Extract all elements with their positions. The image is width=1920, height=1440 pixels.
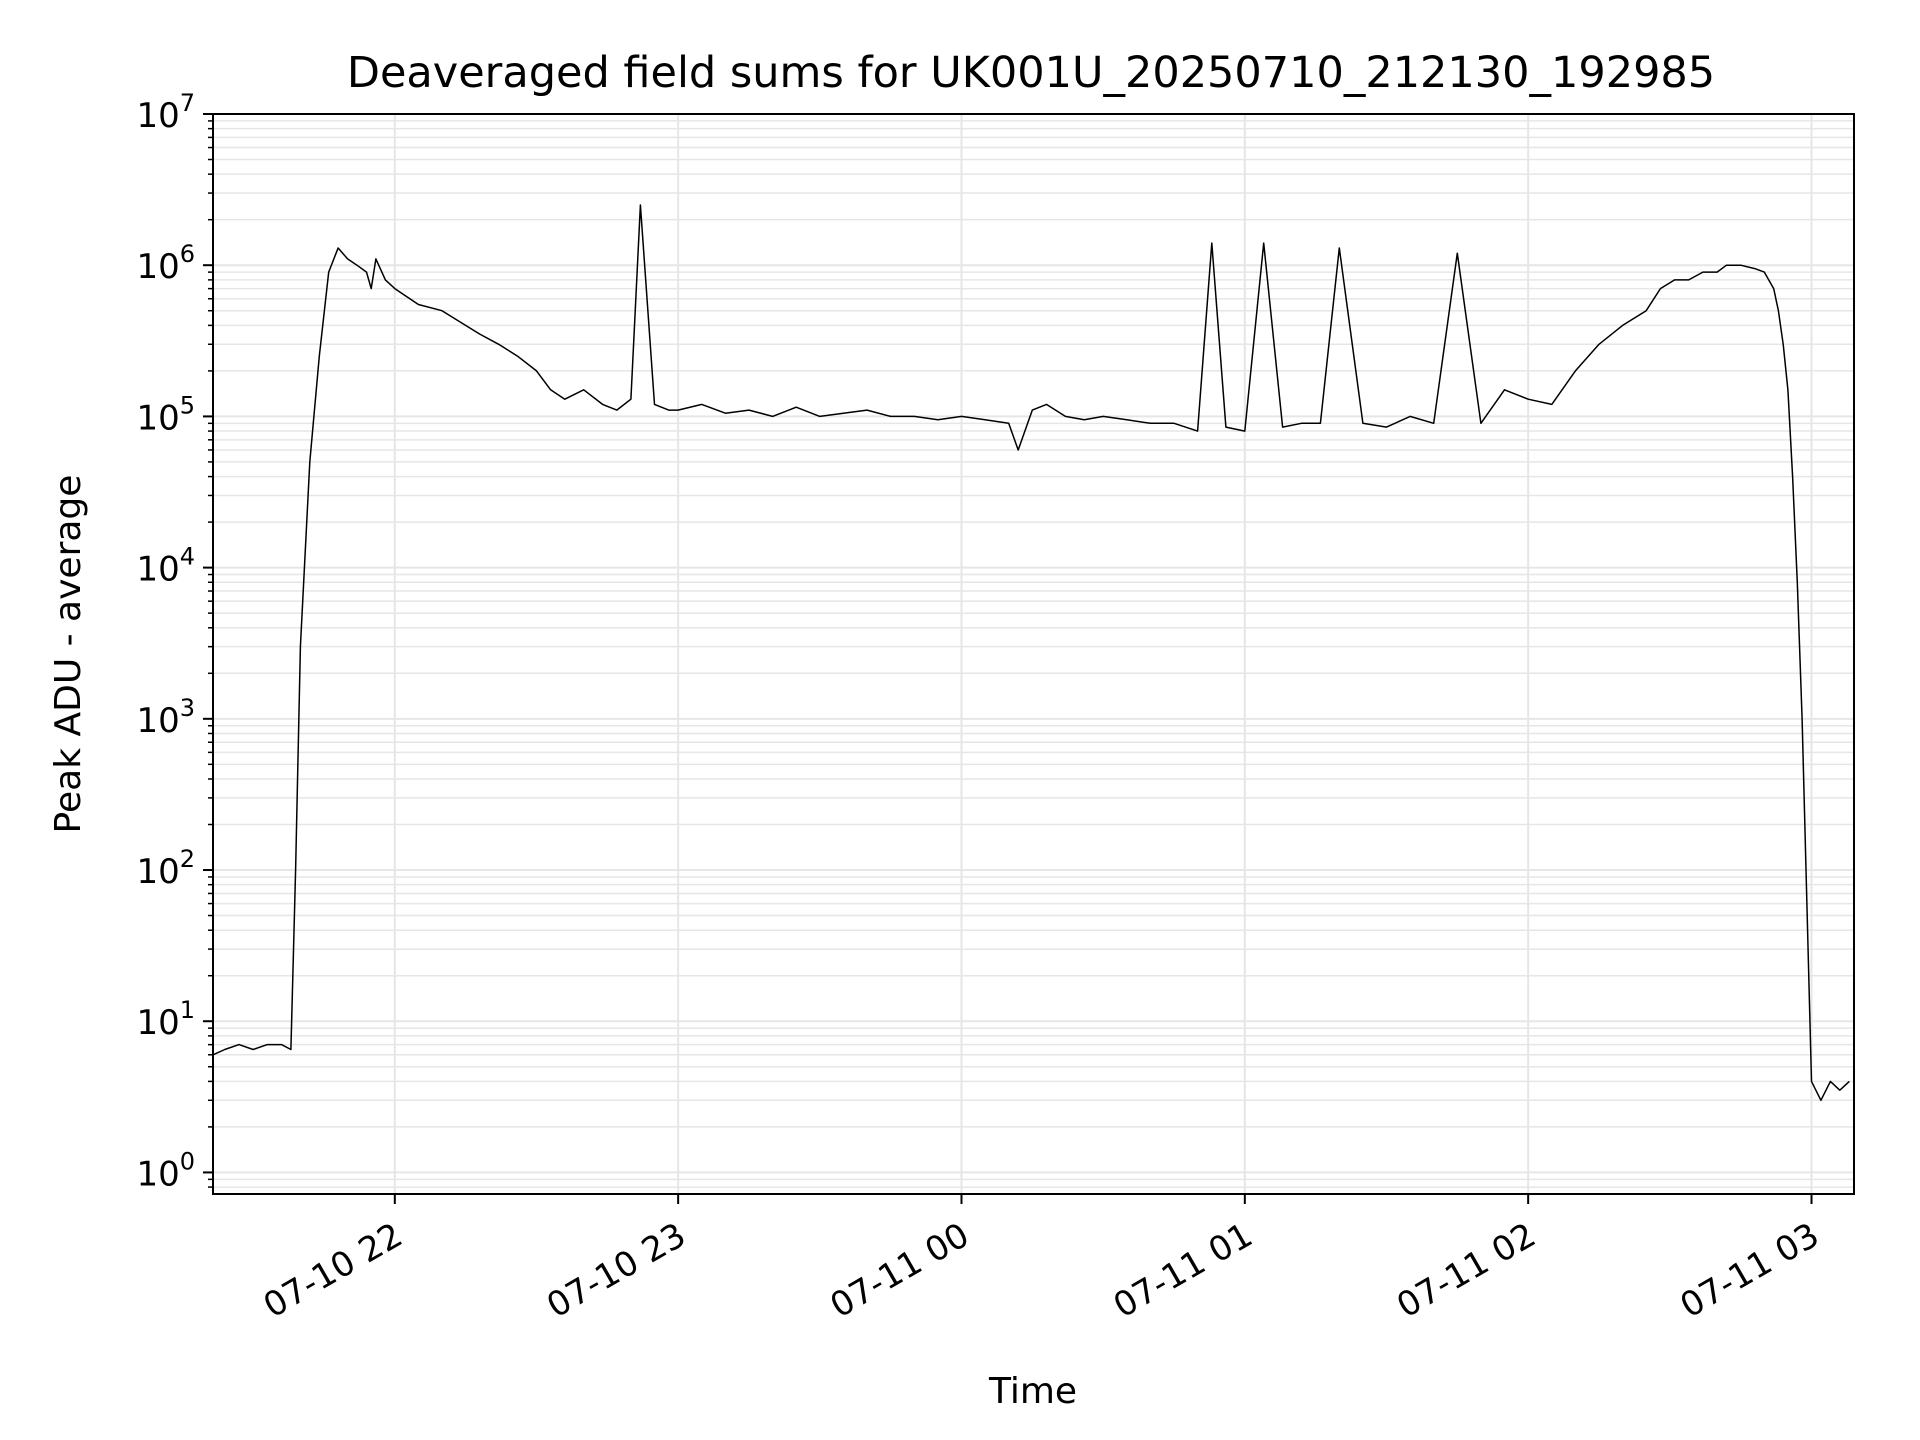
y-tick-label: 103	[136, 694, 195, 741]
y-axis-label: Peak ADU - average	[48, 475, 89, 834]
y-tick-label: 100	[136, 1147, 195, 1194]
y-tick-label: 104	[136, 543, 195, 590]
y-tick-label: 105	[136, 391, 195, 438]
chart-title: Deaveraged field sums for UK001U_2025071…	[347, 48, 1715, 98]
x-axis-label: Time	[988, 1371, 1077, 1412]
series-layer	[212, 204, 1850, 1102]
y-tick-label: 102	[136, 845, 195, 892]
y-tick-label: 106	[136, 240, 195, 287]
y-axis: 100 101 102 103 104 105 106 107	[136, 89, 213, 1194]
y-tick-label: 101	[136, 996, 195, 1043]
series-line	[212, 204, 1850, 1102]
grid	[213, 113, 1854, 1194]
y-tick-label: 107	[136, 89, 195, 136]
plot-frame	[212, 113, 1855, 1195]
